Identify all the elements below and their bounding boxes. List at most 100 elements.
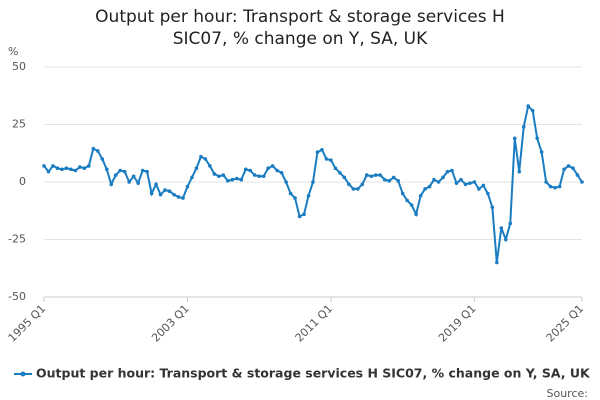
point [365, 173, 369, 177]
point [154, 182, 158, 187]
point [158, 192, 163, 197]
point [127, 180, 131, 184]
x-tick-label: 2011 Q1 [293, 302, 336, 345]
point [557, 184, 562, 189]
point [208, 164, 212, 168]
point [548, 184, 553, 189]
point [387, 179, 392, 183]
point [418, 194, 423, 198]
point [270, 164, 275, 168]
point [400, 191, 405, 196]
point [391, 175, 396, 180]
point [167, 189, 172, 193]
point [221, 173, 226, 177]
point [73, 168, 78, 173]
point [302, 212, 306, 216]
point [163, 188, 167, 192]
point [499, 226, 504, 230]
point [145, 169, 149, 174]
point [373, 173, 378, 177]
point [441, 175, 445, 180]
point [113, 173, 118, 177]
point [503, 237, 508, 242]
point [297, 214, 302, 219]
point [324, 157, 329, 161]
point [566, 164, 571, 168]
point [78, 165, 82, 169]
point [512, 136, 517, 141]
point [580, 180, 584, 184]
point [382, 177, 387, 182]
point [284, 180, 288, 184]
y-tick-label: 0 [19, 175, 26, 188]
point [459, 177, 463, 182]
point [320, 148, 324, 152]
point [526, 104, 530, 108]
point [472, 180, 477, 184]
point [454, 181, 459, 185]
point [530, 108, 535, 113]
point [306, 194, 311, 198]
point [69, 167, 73, 172]
point [230, 177, 235, 182]
point [96, 149, 100, 153]
point [190, 175, 194, 180]
point [351, 187, 356, 191]
point [486, 191, 490, 196]
point [239, 177, 244, 182]
point [414, 212, 418, 216]
point [261, 174, 266, 179]
x-tick-label: 2025 Q1 [544, 302, 587, 345]
point [42, 164, 46, 168]
legend-label: Output per hour: Transport & storage ser… [36, 366, 591, 381]
point [445, 169, 450, 174]
point [122, 169, 127, 174]
point [517, 169, 522, 174]
point [100, 157, 105, 161]
point [539, 150, 544, 154]
point [396, 179, 400, 183]
point [405, 198, 409, 203]
point [266, 166, 270, 170]
point [82, 166, 87, 170]
point [544, 180, 548, 184]
point [521, 125, 526, 129]
point [553, 185, 557, 190]
point [140, 168, 145, 173]
y-tick-label: 50 [12, 60, 26, 73]
point [109, 182, 114, 187]
point [423, 187, 427, 191]
point [293, 196, 297, 200]
point [136, 181, 140, 185]
point [495, 260, 499, 265]
point [172, 192, 176, 197]
point [185, 184, 190, 189]
point [91, 146, 96, 151]
point [234, 176, 239, 181]
x-tick-label: 1995 Q1 [6, 302, 49, 345]
point [427, 184, 432, 189]
point [279, 171, 284, 175]
y-tick-label: -50 [8, 290, 26, 303]
point [481, 183, 486, 188]
point [275, 168, 279, 173]
point [329, 158, 333, 162]
point [463, 182, 468, 187]
chart-title: Output per hour: Transport & storage ser… [95, 7, 505, 49]
point [51, 164, 55, 168]
point [338, 171, 342, 175]
point [342, 175, 347, 180]
point [468, 181, 472, 185]
point [243, 167, 248, 172]
point [87, 164, 91, 168]
point [226, 179, 230, 183]
point [311, 180, 315, 184]
point [378, 173, 383, 177]
x-tick-label: 2019 Q1 [436, 302, 479, 345]
point [432, 177, 436, 182]
point [477, 187, 481, 191]
point [149, 191, 154, 196]
point [571, 166, 575, 170]
point [508, 221, 513, 226]
